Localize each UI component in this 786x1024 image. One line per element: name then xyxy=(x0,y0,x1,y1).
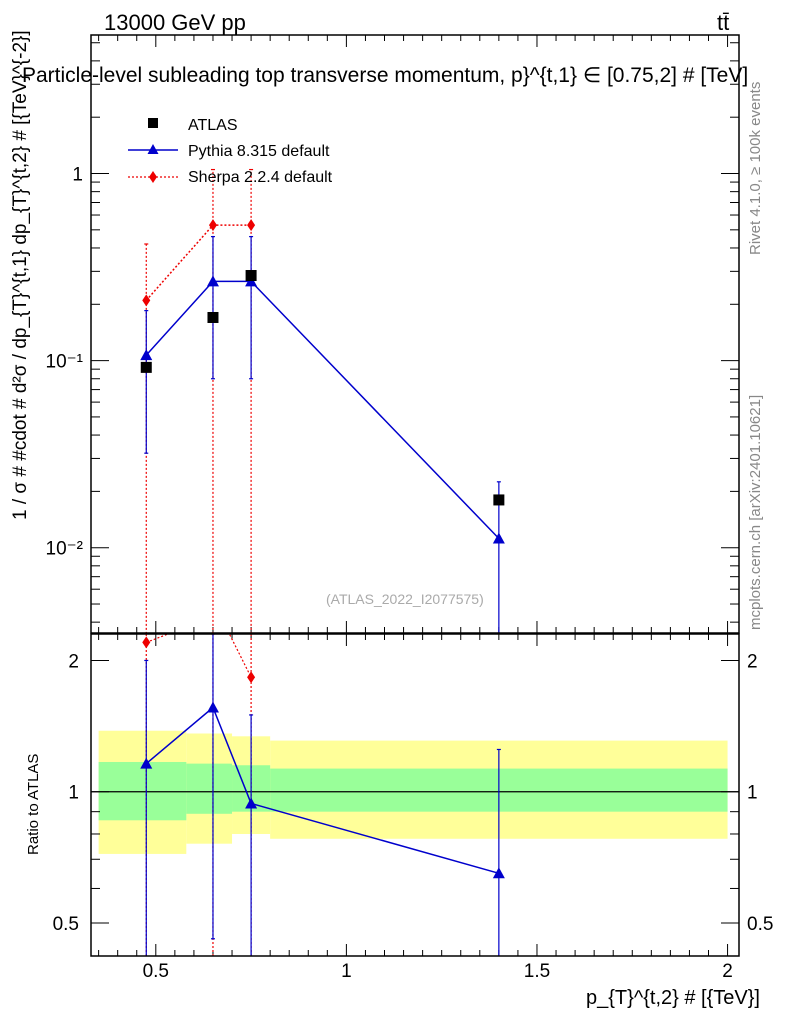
ratio-y-tick-label: 2 xyxy=(68,651,79,672)
ratio-panel: 0.5 0.5 1 1 2 2 0.5 1 1.5 2 xyxy=(53,633,774,982)
main-y-axis-label: 1 / σ # #cdot # d²σ / dp_{T}^{t,1} dp_{T… xyxy=(10,30,31,520)
ratio-frame xyxy=(90,633,740,957)
chart-title: Particle-level subleading top transverse… xyxy=(22,64,748,87)
x-tick-label: 2 xyxy=(722,961,733,982)
sherpa-marker xyxy=(247,219,256,232)
legend-pythia-marker xyxy=(147,144,159,154)
x-tick-label: 1.5 xyxy=(524,961,550,982)
main-ticks xyxy=(91,35,739,633)
atlas-marker xyxy=(140,361,152,373)
sherpa-ratio-marker xyxy=(142,636,151,649)
ratio-y-tick-label-right: 0.5 xyxy=(747,914,773,935)
legend-atlas-label: ATLAS xyxy=(188,117,238,134)
legend-sherpa-marker xyxy=(149,171,157,183)
main-y-tick-label: 1 xyxy=(72,165,83,186)
sherpa-line xyxy=(145,224,252,301)
main-panel: 10⁻² 10⁻¹ 1 xyxy=(46,34,740,634)
sherpa-ratio-marker xyxy=(247,671,256,684)
x-tick-label: 1 xyxy=(341,961,352,982)
atlas-marker xyxy=(493,494,505,506)
pythia-ratio-marker xyxy=(140,757,153,769)
main-y-tick-label: 10⁻² xyxy=(46,539,84,560)
sherpa-marker xyxy=(208,219,217,232)
main-y-tick-label: 10⁻¹ xyxy=(46,352,84,373)
sherpa-marker xyxy=(142,294,151,307)
pythia-marker xyxy=(140,349,153,361)
x-tick-label: 0.5 xyxy=(143,961,169,982)
sherpa-ratio-line xyxy=(228,634,252,678)
mcplots-label: mcplots.cern.ch [arXiv:2401.10621] xyxy=(747,395,764,630)
ratio-series xyxy=(140,634,505,956)
pythia-ratio-marker xyxy=(492,867,505,879)
x-tick-labels: 0.5 1 1.5 2 xyxy=(143,961,733,982)
legend-atlas-marker xyxy=(148,118,158,128)
ratio-y-tick-label: 0.5 xyxy=(53,914,79,935)
pythia-line xyxy=(145,280,500,540)
pythia-marker xyxy=(492,532,505,544)
pythia-ratio-marker xyxy=(206,701,219,713)
atlas-marker xyxy=(207,311,219,323)
main-y-tick-labels: 10⁻² 10⁻¹ 1 xyxy=(46,165,84,560)
energy-label: 13000 GeV pp xyxy=(104,10,246,35)
pythia-marker xyxy=(206,275,219,287)
legend: ATLAS Pythia 8.315 default Sherpa 2.2.4 … xyxy=(128,117,333,186)
ratio-y-tick-label-right: 2 xyxy=(747,651,758,672)
legend-pythia-label: Pythia 8.315 default xyxy=(188,143,330,160)
uncertainty-bands xyxy=(91,730,739,854)
main-series xyxy=(140,168,505,633)
inner-band xyxy=(186,763,233,814)
ratio-y-tick-labels: 0.5 0.5 1 1 2 2 xyxy=(53,651,774,935)
process-label: tt̄ xyxy=(717,10,729,35)
pythia-ratio-line xyxy=(145,706,500,875)
main-frame xyxy=(90,34,740,634)
pythia-ratio-marker xyxy=(245,797,258,809)
rivet-label: Rivet 4.1.0, ≥ 100k events xyxy=(747,82,764,255)
ratio-y-axis-label: Ratio to ATLAS xyxy=(25,754,42,855)
ratio-y-tick-label-right: 1 xyxy=(747,783,758,804)
ratio-y-tick-label: 1 xyxy=(68,783,79,804)
atlas-marker xyxy=(245,270,257,282)
x-axis-label: p_{T}^{t,2} # [{TeV}] xyxy=(586,987,760,1009)
analysis-watermark: (ATLAS_2022_I2077575) xyxy=(326,591,484,607)
sherpa-ratio-line xyxy=(146,634,170,643)
legend-sherpa-label: Sherpa 2.2.4 default xyxy=(188,169,333,186)
